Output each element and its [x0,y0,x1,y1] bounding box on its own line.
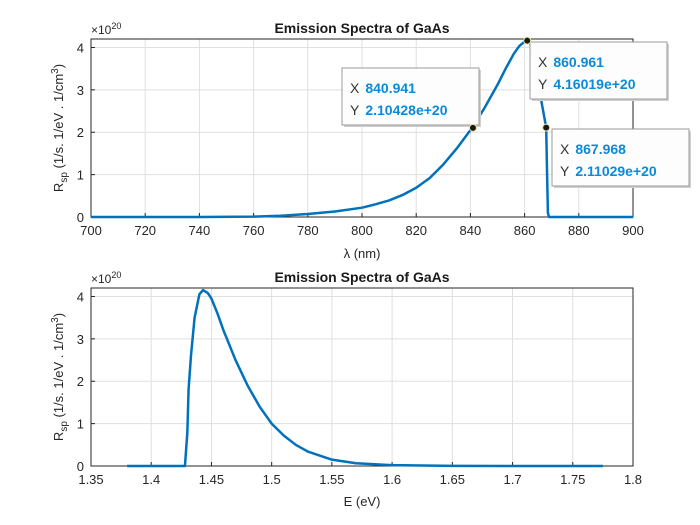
top-x-tick-label: 860 [514,223,536,238]
top-y-exponent: ×1020 [91,21,121,37]
datatip-marker[interactable] [468,123,477,132]
top-datatips: X 840.941 Y 2.10428e+20 X 860.961 Y 4.16019e+20… [341,36,691,188]
bottom-x-tick-label: 1.35 [78,472,103,487]
top-y-tick-label: 4 [77,40,84,55]
bottom-plot-grid [90,288,634,467]
top-y-tick-label: 1 [77,168,84,183]
bottom-x-tick-label: 1.7 [504,472,522,487]
bottom-x-tick-label: 1.4 [142,472,160,487]
bottom-plot-area [91,288,633,466]
top-y-tick-label: 0 [77,210,84,225]
bottom-x-tick-label: 1.5 [263,472,281,487]
bottom-x-tick-label: 1.65 [440,472,465,487]
top-x-tick-label: 800 [351,223,373,238]
top-chart-title: Emission Spectra of GaAs [274,20,449,36]
top-x-tick-label: 820 [405,223,427,238]
datatip-y-row: Y 2.10428e+20 [350,102,448,118]
top-datatip[interactable]: X 860.961 Y 4.16019e+20 [523,36,669,101]
datatip-x-row: X 860.961 [538,54,604,70]
bottom-x-tick-label: 1.45 [199,472,224,487]
top-x-tick-label: 780 [297,223,319,238]
bottom-x-axis-label: E (eV) [344,494,381,509]
bottom-x-tick-label: 1.6 [383,472,401,487]
top-x-tick-label: 700 [80,223,102,238]
top-y-tick-label: 2 [77,125,84,140]
top-datatip[interactable]: X 840.941 Y 2.10428e+20 [341,67,481,132]
bottom-x-tick-label: 1.55 [319,472,344,487]
bottom-y-tick-label: 3 [77,332,84,347]
top-plot: 700 720 740 760 780 800 820 840 860 880 900 0 1 2 3 4 X… [50,20,691,261]
datatip-x-row: X 840.941 [350,80,416,96]
top-x-tick-label: 760 [243,223,265,238]
datatip-box [529,41,668,100]
datatip-marker[interactable] [542,123,551,132]
datatip-marker[interactable] [523,36,532,45]
datatip-y-row: Y 4.16019e+20 [538,76,636,92]
bottom-y-tick-label: 2 [77,374,84,389]
bottom-y-axis-label: Rsp (1/s. 1/eV . 1/cm3) [50,313,70,441]
bottom-y-tick-label: 1 [77,417,84,432]
top-x-tick-label: 720 [134,223,156,238]
top-y-tick-label: 3 [77,83,84,98]
datatip-box [551,128,690,187]
top-y-axis-label: Rsp (1/s. 1/eV . 1/cm3) [50,64,70,192]
bottom-x-tick-label: 1.8 [624,472,642,487]
top-x-tick-label: 900 [622,223,644,238]
bottom-plot: 1.35 1.4 1.45 1.5 1.55 1.6 1.65 1.7 1.75 1.8 0 1 2 3 4… [50,269,642,509]
datatip-y-row: Y 2.11029e+20 [560,163,657,179]
top-plot-ticks: 700 720 740 760 780 800 820 840 860 880 900 0 1 2 3 4 [77,40,644,238]
top-x-tick-label: 880 [568,223,590,238]
bottom-plot-ticks: 1.35 1.4 1.45 1.5 1.55 1.6 1.65 1.7 1.75 1.8 0 1 2 3 4 [77,289,642,487]
bottom-y-exponent: ×1020 [91,270,121,286]
datatip-x-row: X 867.968 [560,141,626,157]
bottom-y-tick-label: 0 [77,459,84,474]
top-x-axis-label: λ (nm) [344,246,381,261]
bottom-chart-title: Emission Spectra of GaAs [274,269,449,285]
top-x-tick-label: 740 [189,223,211,238]
top-datatip[interactable]: X 867.968 Y 2.11029e+20 [542,123,691,188]
bottom-y-tick-label: 4 [77,289,84,304]
bottom-plot-frame [90,287,634,467]
bottom-series-line [127,288,603,468]
datatip-box [341,67,480,126]
bottom-x-tick-label: 1.75 [560,472,585,487]
top-x-tick-label: 840 [460,223,482,238]
